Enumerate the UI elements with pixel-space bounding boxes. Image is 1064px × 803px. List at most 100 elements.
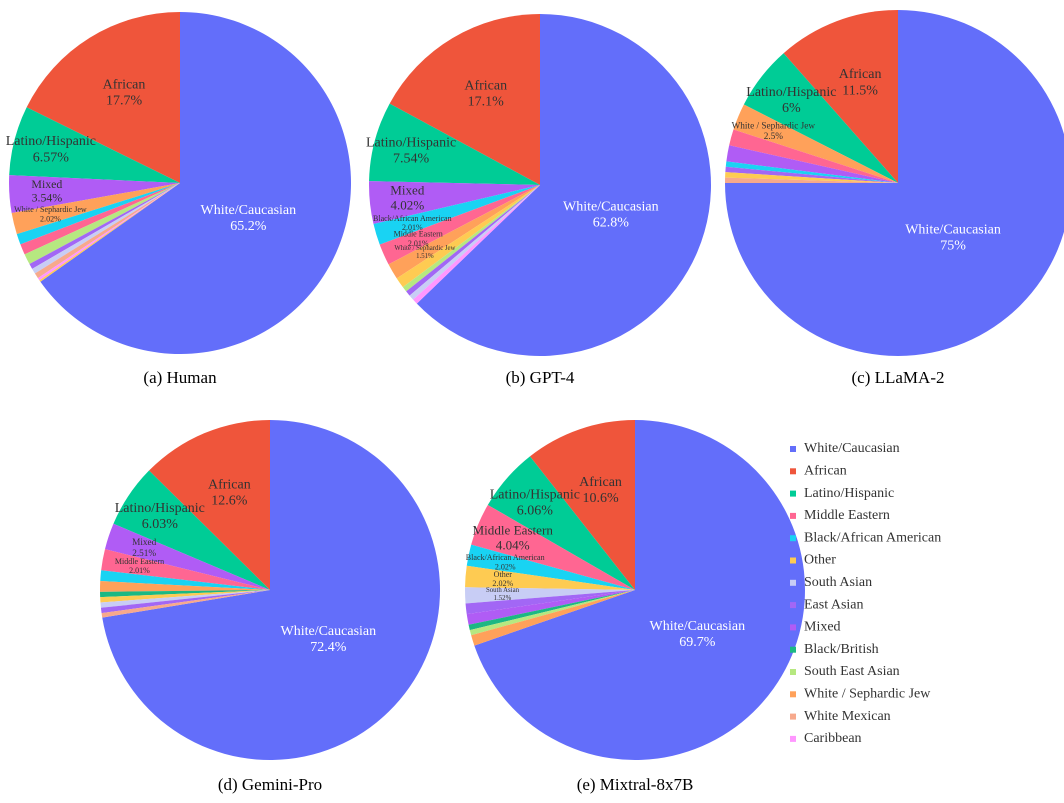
chart-title: (e) Mixtral-8x7B	[577, 775, 694, 794]
slice-value: 62.8%	[593, 216, 630, 231]
slice-name: White / Sephardic Jew	[732, 121, 816, 131]
legend-swatch	[790, 735, 796, 742]
pie-slice	[743, 53, 898, 183]
pie-slice	[24, 183, 180, 265]
slice-value: 2.01%	[402, 223, 423, 232]
legend-label: Latino/Hispanic	[804, 486, 894, 501]
pie-slice	[100, 590, 271, 614]
legend-swatch	[790, 713, 796, 720]
slice-name: African	[103, 77, 146, 92]
pie-slice	[149, 420, 270, 590]
pie-slice	[16, 183, 181, 245]
pie-slice	[9, 107, 181, 183]
legend-label: White Mexican	[804, 709, 891, 724]
pie-slice	[487, 456, 635, 590]
legend-label: Mixed	[804, 620, 841, 635]
pie-slice	[104, 523, 271, 590]
slice-name: Latino/Hispanic	[115, 501, 205, 516]
slice-name: African	[464, 78, 507, 93]
pie-slice	[40, 12, 352, 354]
pie-slice	[101, 590, 271, 618]
pie-slice	[369, 103, 540, 185]
slice-name: Middle Eastern	[115, 557, 164, 566]
legend-label: Caribbean	[804, 731, 862, 746]
slice-name: Mixed	[390, 183, 425, 198]
slice-value: 65.2%	[230, 219, 267, 234]
slice-value: 72.4%	[310, 640, 347, 655]
legend-label: Black/African American	[804, 530, 941, 545]
chart-title: (a) Human	[143, 368, 217, 387]
pie-slice	[406, 185, 540, 296]
slice-name: White / Sephardic Jew	[394, 245, 455, 252]
slice-name: Mixed	[132, 538, 157, 548]
slice-value: 6.57%	[33, 150, 70, 165]
slice-name: African	[208, 477, 251, 492]
slice-value: 17.7%	[106, 94, 143, 109]
pie-slice	[9, 175, 181, 214]
pie-slice	[726, 145, 898, 183]
legend-label: South Asian	[804, 575, 872, 590]
slice-value: 2.02%	[495, 562, 516, 571]
legend-swatch	[790, 691, 796, 698]
slice-name: Mixed	[31, 177, 62, 191]
slice-value: 6%	[782, 101, 801, 116]
slice-value: 2.01%	[129, 566, 150, 575]
slice-value: 1.51%	[416, 253, 434, 260]
slice-name: White/Caucasian	[905, 223, 1001, 238]
pie-slice	[20, 183, 181, 255]
legend-swatch	[790, 557, 796, 564]
slice-name: Other	[494, 570, 513, 579]
pie-slice	[729, 129, 898, 183]
pie-slice	[396, 185, 540, 288]
slice-name: Latino/Hispanic	[490, 488, 580, 503]
slice-value: 11.5%	[842, 83, 878, 98]
pie-slice	[100, 590, 270, 598]
slice-value: 69.7%	[679, 635, 716, 650]
slice-value: 4.02%	[390, 198, 424, 213]
legend-swatch	[790, 535, 796, 542]
pie-slice	[471, 504, 635, 590]
pie-slice	[725, 161, 898, 183]
legend-swatch	[790, 468, 796, 475]
slice-name: South Asian	[486, 587, 520, 594]
legend-swatch	[790, 579, 796, 586]
pie-slice	[413, 185, 540, 304]
pie-slice	[725, 172, 898, 183]
slice-value: 6.03%	[142, 517, 179, 532]
pie-slice	[102, 420, 441, 760]
legend-label: South East Asian	[804, 664, 900, 679]
legend-label: White / Sephardic Jew	[804, 687, 931, 702]
pie-slice	[474, 420, 805, 760]
pie-slice	[466, 544, 635, 590]
pie-slice	[39, 183, 180, 282]
pie-slice	[369, 181, 540, 224]
slice-name: Black/African American	[373, 214, 452, 223]
slice-value: 2.51%	[132, 549, 156, 559]
legend-swatch	[790, 669, 796, 675]
slice-name: Latino/Hispanic	[746, 85, 836, 100]
slice-value: 12.6%	[211, 493, 248, 508]
pie-slice	[113, 470, 270, 590]
pie-slice	[725, 177, 898, 183]
slice-value: 6.06%	[517, 504, 554, 519]
slice-name: African	[839, 67, 882, 82]
pie-slice	[409, 185, 540, 300]
pie-slice	[29, 183, 181, 269]
pie-slice	[373, 185, 540, 245]
slice-value: 1.52%	[494, 595, 512, 602]
pie-slice	[37, 183, 181, 281]
slice-value: 75%	[940, 239, 966, 254]
slice-value: 2.02%	[492, 579, 513, 588]
slice-value: 2.02%	[40, 214, 61, 223]
pie-slice	[468, 590, 635, 631]
pie-slice	[379, 185, 540, 265]
pie-slice	[100, 590, 270, 608]
pie-slice	[465, 590, 635, 615]
legend-label: East Asian	[804, 597, 864, 612]
pie-slice	[101, 549, 270, 590]
legend-label: Black/British	[804, 642, 879, 657]
slice-value: 17.1%	[468, 95, 505, 110]
slice-value: 10.6%	[582, 491, 619, 506]
slice-value: 2.5%	[764, 132, 784, 142]
